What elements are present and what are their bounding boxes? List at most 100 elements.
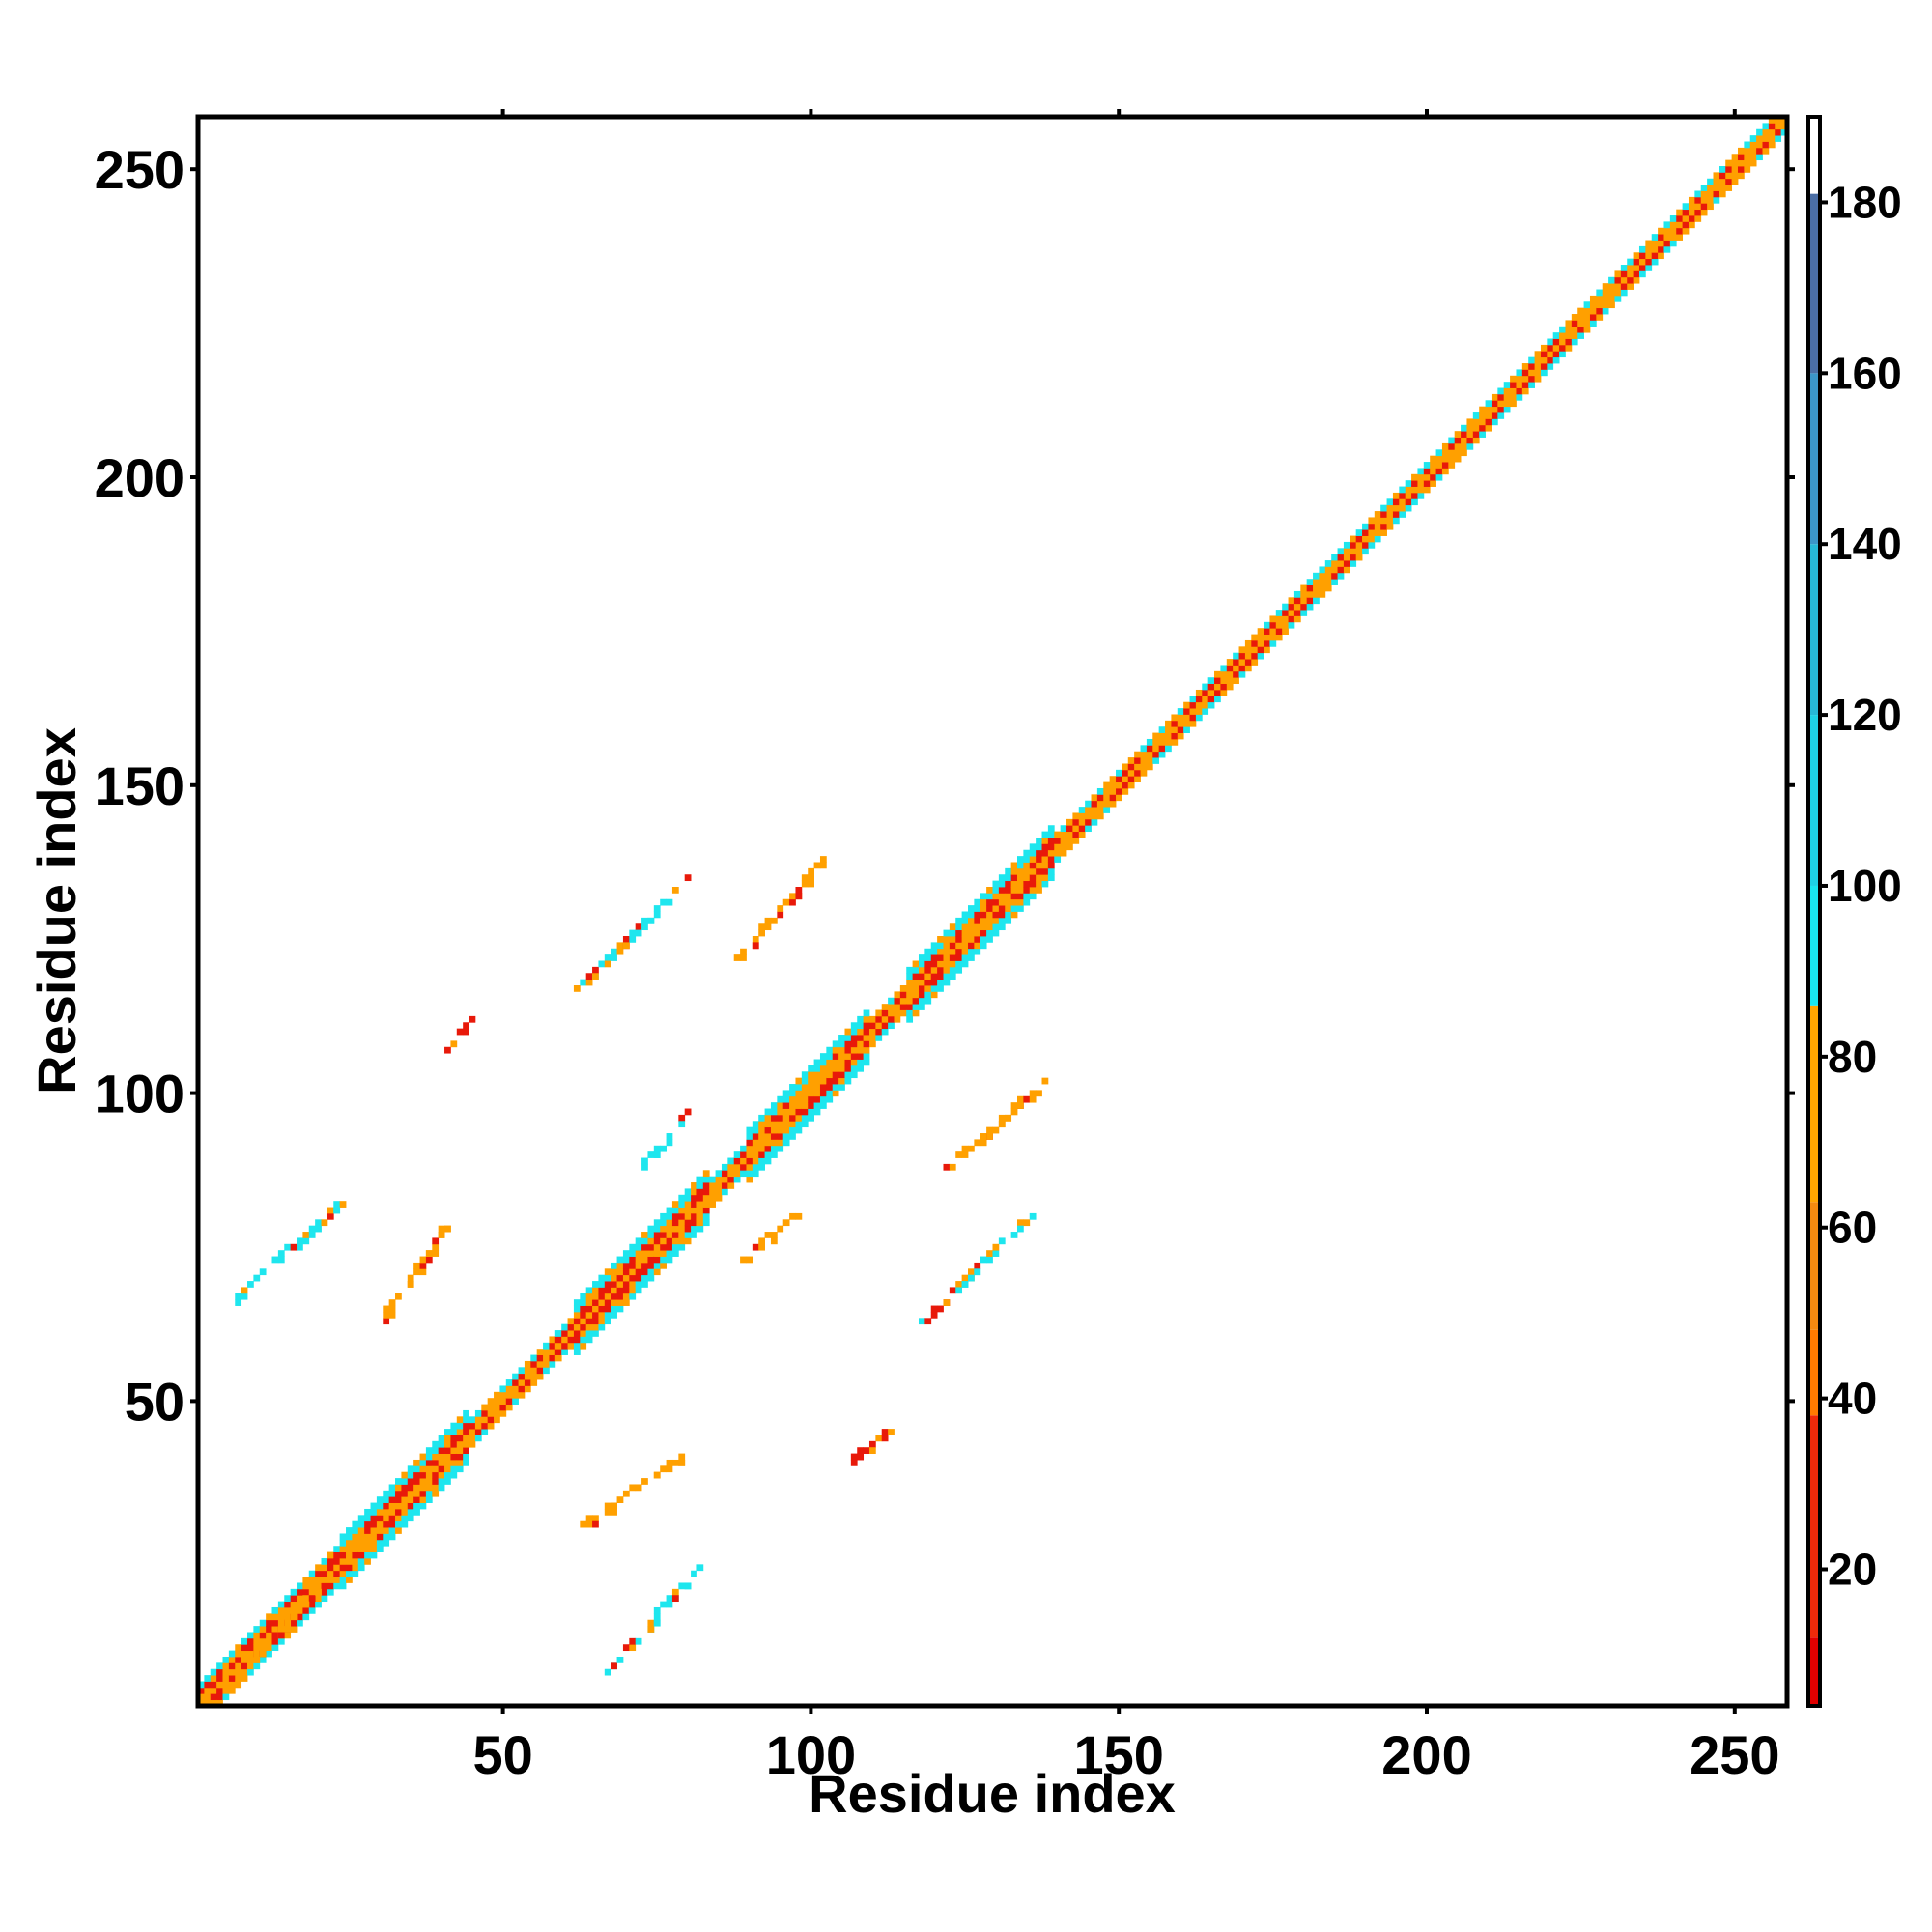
heatmap-cell bbox=[894, 997, 901, 1005]
heatmap-cell bbox=[844, 1053, 852, 1060]
heatmap-cell bbox=[1233, 659, 1239, 666]
heatmap-cell bbox=[407, 1274, 414, 1282]
heatmap-cell bbox=[789, 1114, 796, 1122]
heatmap-cell bbox=[1195, 689, 1203, 696]
heatmap-cell bbox=[1233, 665, 1239, 672]
heatmap-cell bbox=[1448, 437, 1456, 444]
heatmap-cell bbox=[752, 1126, 759, 1134]
heatmap-cell bbox=[980, 917, 987, 924]
heatmap-cell bbox=[327, 1570, 334, 1577]
heatmap-cell bbox=[444, 1465, 451, 1473]
heatmap-cell bbox=[684, 1219, 692, 1227]
heatmap-cell bbox=[1577, 314, 1584, 321]
heatmap-cell bbox=[228, 1662, 236, 1670]
heatmap-cell bbox=[339, 1533, 347, 1541]
heatmap-cell bbox=[974, 911, 981, 919]
heatmap-cell bbox=[629, 1262, 637, 1269]
heatmap-cell bbox=[1293, 603, 1301, 611]
heatmap-cell bbox=[413, 1502, 420, 1510]
heatmap-cell bbox=[1010, 867, 1018, 875]
heatmap-cell bbox=[660, 1237, 667, 1245]
heatmap-cell bbox=[297, 1601, 303, 1608]
heatmap-cell bbox=[512, 1385, 519, 1393]
heatmap-cell bbox=[1380, 529, 1387, 536]
heatmap-cell bbox=[1503, 400, 1511, 408]
heatmap-cell bbox=[850, 1459, 858, 1466]
heatmap-cell bbox=[863, 1053, 870, 1060]
heatmap-cell bbox=[315, 1577, 322, 1583]
heatmap-cell bbox=[346, 1557, 353, 1565]
heatmap-cell bbox=[912, 997, 920, 1005]
heatmap-cell bbox=[1472, 424, 1480, 432]
heatmap-cell bbox=[764, 1232, 772, 1238]
heatmap-cell bbox=[777, 1102, 784, 1109]
heatmap-cell bbox=[1226, 683, 1234, 691]
heatmap-cell bbox=[308, 1595, 316, 1603]
heatmap-cell bbox=[580, 979, 587, 986]
heatmap-cell bbox=[253, 1644, 261, 1652]
heatmap-cell bbox=[968, 917, 975, 924]
heatmap-cell bbox=[308, 1588, 316, 1596]
heatmap-cell bbox=[1430, 455, 1436, 463]
heatmap-cell bbox=[1238, 659, 1246, 666]
heatmap-cell bbox=[1762, 123, 1770, 130]
heatmap-cell bbox=[998, 874, 1006, 882]
heatmap-cell bbox=[413, 1484, 420, 1492]
heatmap-cell bbox=[253, 1662, 261, 1670]
heatmap-cell bbox=[616, 1287, 624, 1294]
heatmap-cell bbox=[611, 1311, 617, 1319]
heatmap-cell bbox=[1676, 215, 1684, 222]
heatmap-cell bbox=[1589, 307, 1597, 315]
heatmap-cell bbox=[1293, 597, 1301, 605]
heatmap-cell bbox=[992, 898, 1000, 906]
heatmap-cell bbox=[247, 1650, 254, 1658]
heatmap-cell bbox=[868, 1022, 876, 1030]
heatmap-cell bbox=[1251, 634, 1259, 641]
heatmap-cell bbox=[469, 1429, 476, 1435]
heatmap-cell bbox=[419, 1490, 427, 1497]
heatmap-cell bbox=[622, 942, 630, 950]
heatmap-cell bbox=[1257, 646, 1264, 654]
heatmap-cell bbox=[813, 1090, 821, 1097]
heatmap-cell bbox=[1060, 825, 1067, 833]
heatmap-cell bbox=[844, 1028, 852, 1036]
heatmap-cell bbox=[826, 1077, 834, 1085]
heatmap-cell bbox=[671, 1237, 679, 1245]
heatmap-cell bbox=[271, 1632, 279, 1639]
heatmap-cell bbox=[758, 1157, 765, 1165]
heatmap-cell bbox=[1103, 807, 1111, 813]
heatmap-cell bbox=[228, 1668, 236, 1676]
heatmap-cell bbox=[752, 1145, 759, 1152]
heatmap-cell bbox=[671, 1201, 679, 1208]
heatmap-cell bbox=[1029, 880, 1037, 888]
heatmap-cell bbox=[629, 929, 637, 937]
heatmap-cell bbox=[604, 954, 611, 961]
heatmap-cell bbox=[1638, 265, 1646, 271]
heatmap-cell bbox=[604, 1287, 611, 1294]
heatmap-cell bbox=[1713, 196, 1720, 204]
heatmap-cell bbox=[899, 1009, 907, 1017]
heatmap-cell bbox=[918, 985, 925, 992]
heatmap-cell bbox=[216, 1693, 223, 1701]
heatmap-cell bbox=[1516, 375, 1523, 383]
heatmap-cell bbox=[474, 1409, 482, 1417]
heatmap-cell bbox=[512, 1379, 519, 1386]
heatmap-cell bbox=[554, 1342, 562, 1350]
heatmap-cell bbox=[1540, 363, 1548, 370]
heatmap-cell bbox=[1368, 529, 1376, 536]
heatmap-cell bbox=[463, 1416, 469, 1424]
heatmap-cell bbox=[733, 1151, 741, 1158]
heatmap-cell bbox=[204, 1699, 212, 1707]
heatmap-cell bbox=[1066, 825, 1073, 833]
heatmap-cell bbox=[549, 1360, 556, 1368]
heatmap-cell bbox=[721, 1188, 728, 1196]
heatmap-cell bbox=[1633, 252, 1640, 260]
heatmap-cell bbox=[573, 985, 581, 992]
heatmap-cell bbox=[696, 1176, 704, 1183]
heatmap-cell bbox=[801, 1084, 809, 1091]
heatmap-cell bbox=[1023, 898, 1031, 906]
heatmap-cell bbox=[598, 1293, 606, 1300]
x-tick-label: 100 bbox=[766, 1724, 856, 1785]
heatmap-cell bbox=[924, 979, 932, 986]
heatmap-cell bbox=[789, 1090, 796, 1097]
